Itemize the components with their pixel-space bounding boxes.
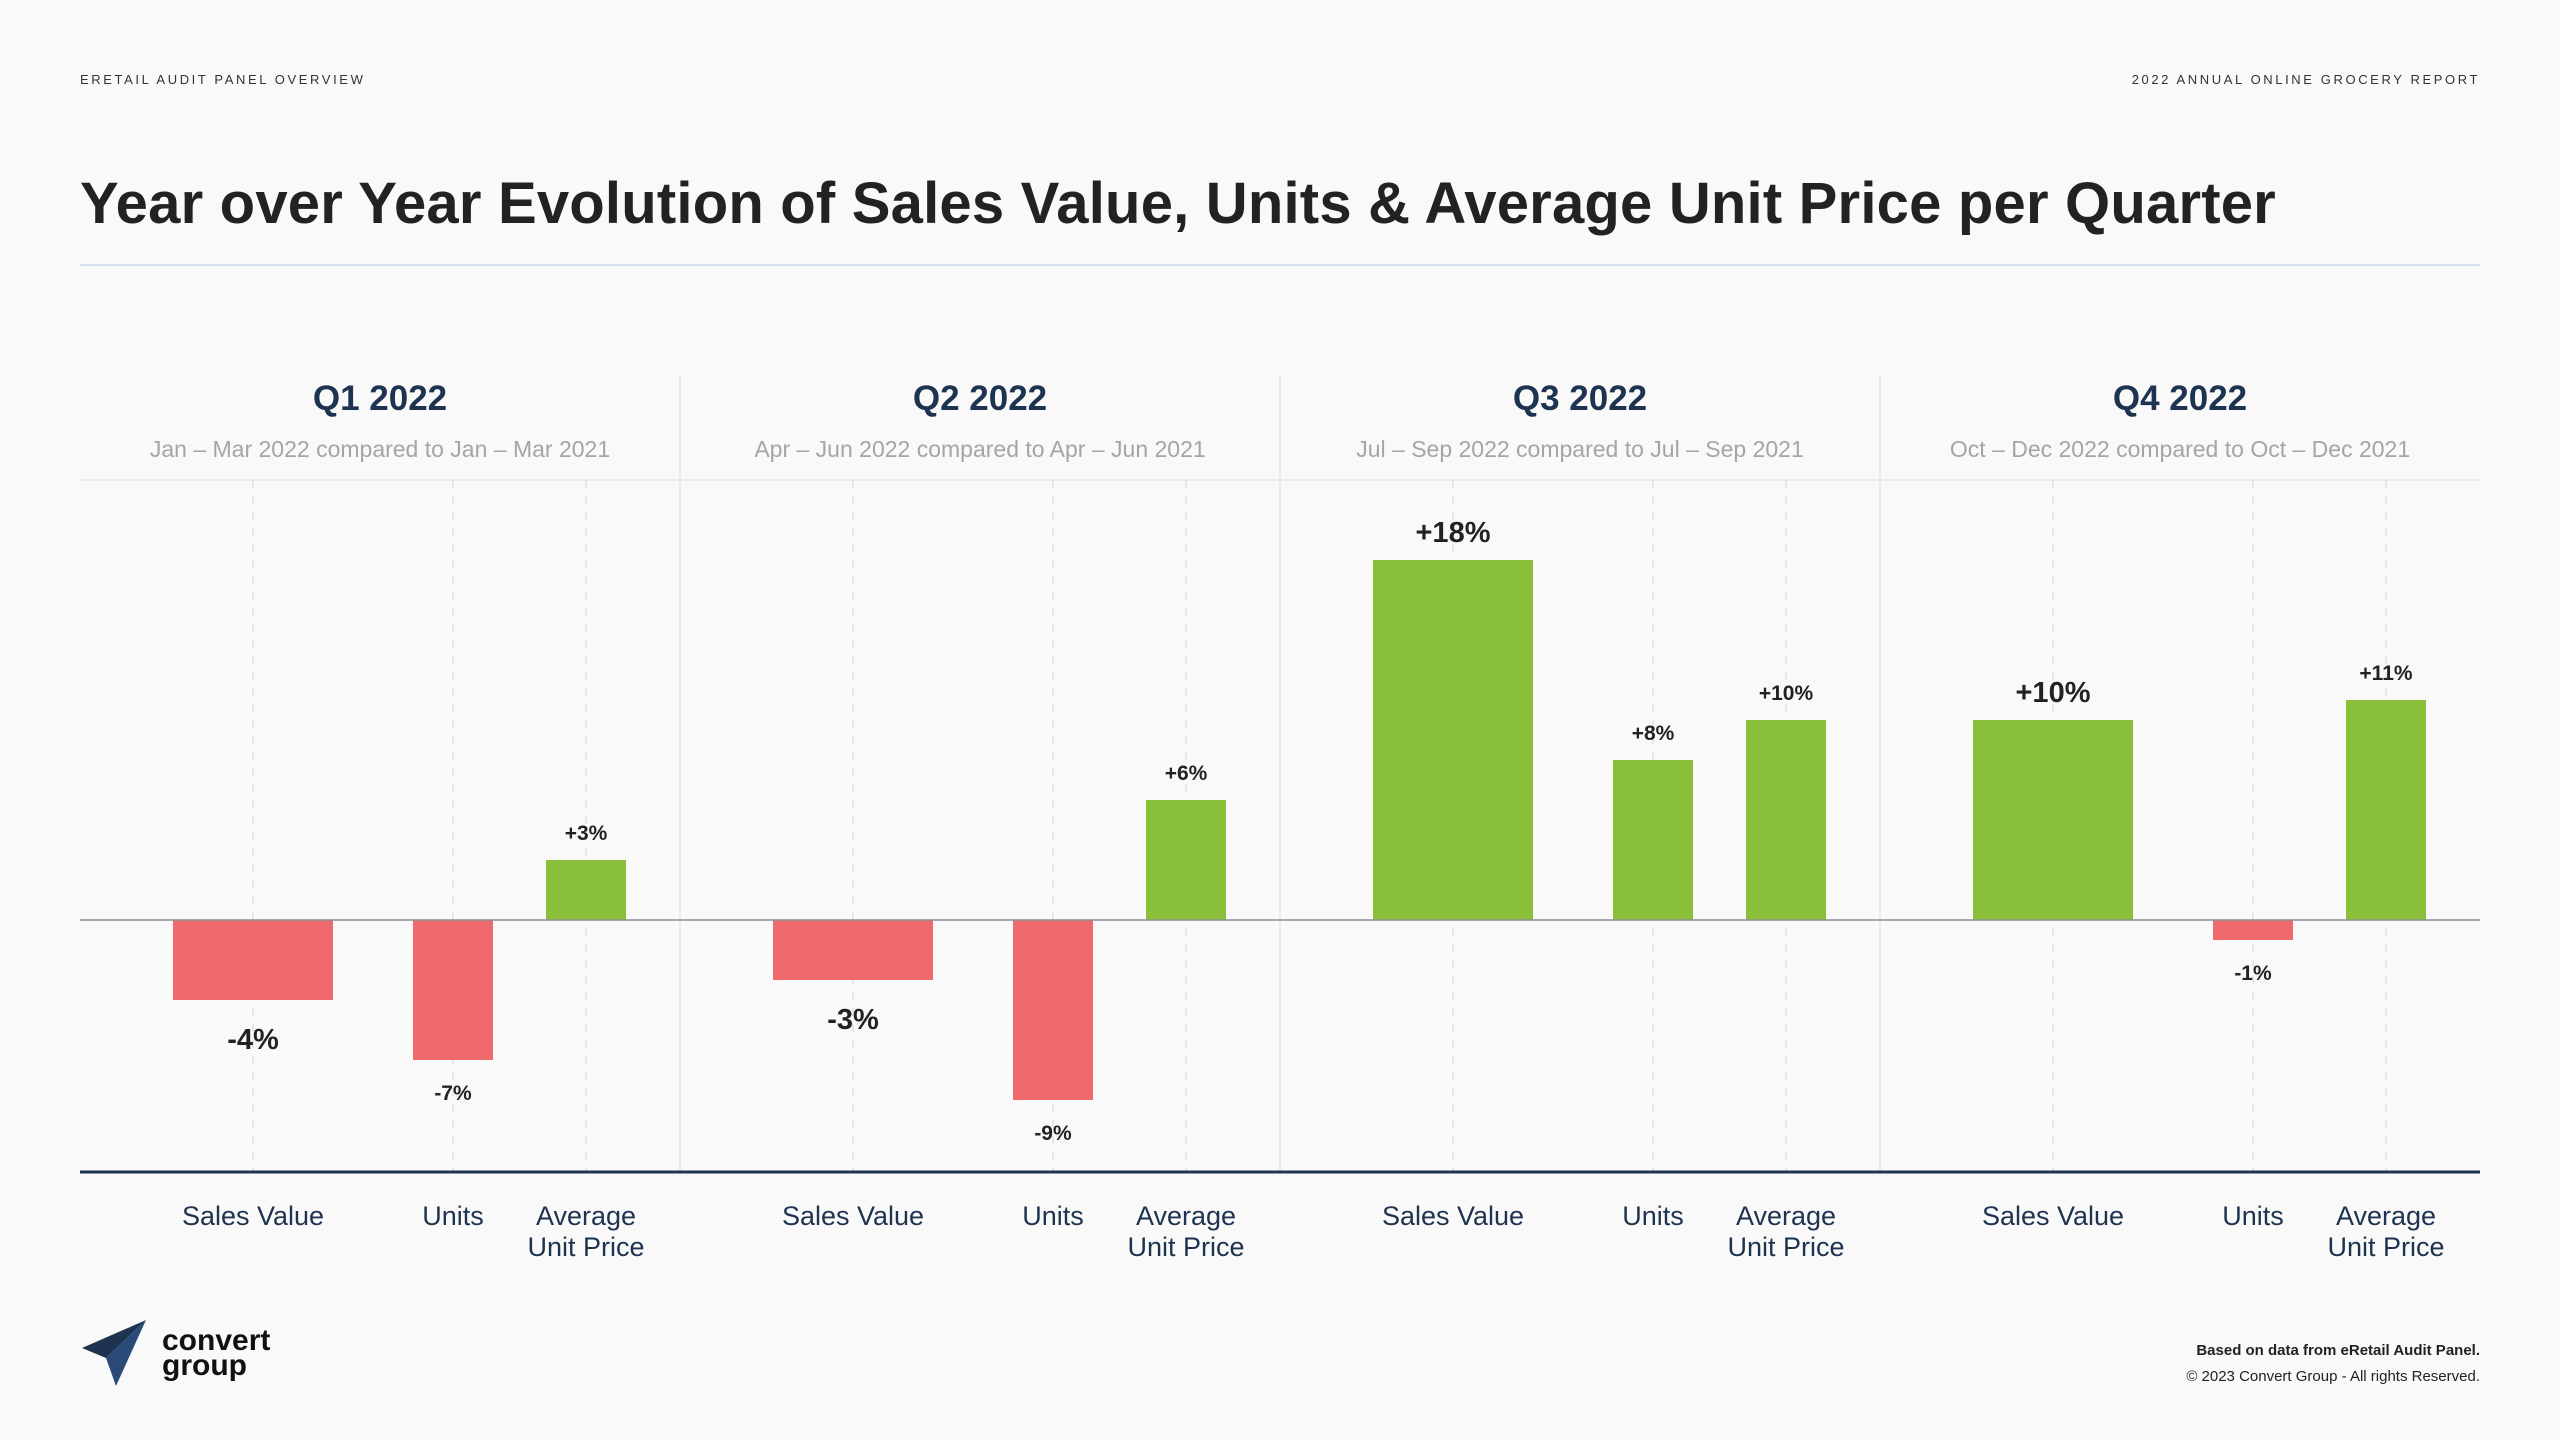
category-label: Units [1022, 1201, 1084, 1231]
bar-sales-value [773, 920, 933, 980]
category-label: Units [1622, 1201, 1684, 1231]
bar-value-label: -1% [2234, 962, 2272, 985]
bar-average-unit-price [1746, 720, 1826, 920]
quarter-title: Q4 2022 [2113, 379, 2247, 418]
category-label: Sales Value [182, 1201, 324, 1231]
bar-value-label: +8% [1632, 722, 1675, 745]
paper-plane-icon [82, 1320, 146, 1386]
bar-sales-value [1373, 560, 1533, 920]
quarter-subtitle: Jan – Mar 2022 compared to Jan – Mar 202… [150, 436, 610, 462]
category-label: Sales Value [782, 1201, 924, 1231]
logo-text-line1: convert [162, 1324, 271, 1357]
category-label: Unit Price [2327, 1232, 2444, 1262]
bar-value-label: +11% [2359, 662, 2412, 685]
quarter-subtitle: Jul – Sep 2022 compared to Jul – Sep 202… [1356, 436, 1804, 462]
bar-value-label: +6% [1165, 762, 1208, 785]
bar-value-label: -9% [1034, 1122, 1072, 1145]
bar-units [413, 920, 493, 1060]
bar-value-label: +10% [1759, 682, 1814, 705]
page-title: Year over Year Evolution of Sales Value,… [80, 171, 2276, 236]
category-label: Units [2222, 1201, 2284, 1231]
category-label: Unit Price [527, 1232, 644, 1262]
category-label: Unit Price [1127, 1232, 1244, 1262]
bar-units [1013, 920, 1093, 1100]
title-divider [80, 264, 2480, 266]
footer-source: Based on data from eRetail Audit Panel. [2196, 1342, 2480, 1359]
logo-text-line2: group [162, 1349, 247, 1382]
convert-group-logo: convert group [80, 1318, 270, 1388]
category-label: Unit Price [1727, 1232, 1844, 1262]
quarter-title: Q2 2022 [913, 379, 1047, 418]
bar-units [1613, 760, 1693, 920]
bar-value-label: +3% [565, 822, 608, 845]
bar-value-label: -3% [827, 1004, 879, 1036]
quarter-title: Q1 2022 [313, 379, 447, 418]
bar-average-unit-price [546, 860, 626, 920]
quarter-title: Q3 2022 [1513, 379, 1647, 418]
category-label: Average [1736, 1201, 1836, 1231]
bar-value-label: +10% [2016, 677, 2091, 709]
report-section-label: ERETAIL AUDIT PANEL OVERVIEW [80, 72, 366, 87]
bar-value-label: +18% [1416, 517, 1491, 549]
bar-value-label: -4% [227, 1024, 279, 1056]
bar-units [2213, 920, 2293, 940]
category-label: Average [2336, 1201, 2436, 1231]
category-label: Sales Value [1382, 1201, 1524, 1231]
category-label: Units [422, 1201, 484, 1231]
quarter-subtitle: Oct – Dec 2022 compared to Oct – Dec 202… [1950, 436, 2410, 462]
bar-sales-value [1973, 720, 2133, 920]
category-label: Average [536, 1201, 636, 1231]
report-name-label: 2022 ANNUAL ONLINE GROCERY REPORT [2131, 72, 2480, 87]
bar-sales-value [173, 920, 333, 1000]
footer: Based on data from eRetail Audit Panel. … [2186, 1338, 2480, 1390]
bar-value-label: -7% [434, 1082, 472, 1105]
category-label: Sales Value [1982, 1201, 2124, 1231]
quarter-subtitle: Apr – Jun 2022 compared to Apr – Jun 202… [754, 436, 1205, 462]
bar-average-unit-price [1146, 800, 1226, 920]
category-label: Average [1136, 1201, 1236, 1231]
footer-copyright: © 2023 Convert Group - All rights Reserv… [2186, 1368, 2480, 1385]
bar-average-unit-price [2346, 700, 2426, 920]
